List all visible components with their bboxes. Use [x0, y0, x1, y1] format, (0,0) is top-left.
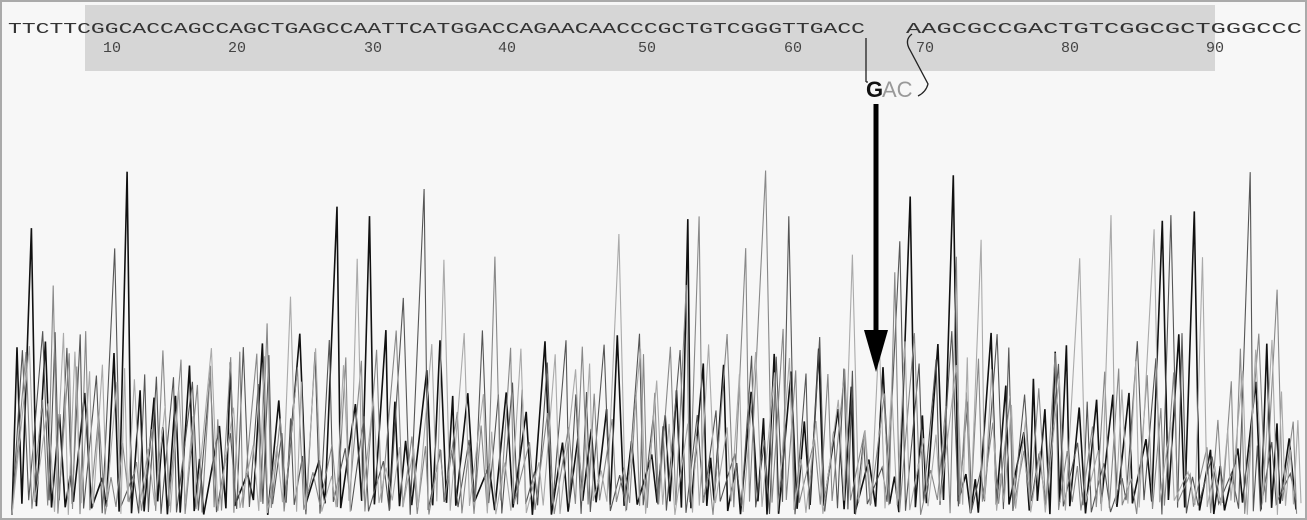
position-label: 40 — [498, 40, 516, 57]
frame — [1, 1, 1306, 519]
position-label: 70 — [916, 40, 934, 57]
insertion-highlight: G — [866, 77, 883, 102]
insertion-rest: AC — [882, 77, 913, 102]
page: {"sequence_left": "TTCTTCGGCACCAGCCAGCTG… — [0, 0, 1307, 520]
position-label: 30 — [364, 40, 382, 57]
position-label: 60 — [784, 40, 802, 57]
chromatogram: TTCTTCGGCACCAGCCAGCTGAGCCAATTCATGGACCAGA… — [0, 0, 1307, 520]
sequence-band — [85, 5, 1215, 71]
position-label: 90 — [1206, 40, 1224, 57]
position-label: 50 — [638, 40, 656, 57]
sequence-left: TTCTTCGGCACCAGCCAGCTGAGCCAATTCATGGACCAGA… — [8, 21, 865, 38]
position-label: 20 — [228, 40, 246, 57]
position-label: 10 — [103, 40, 121, 57]
sequence-right: AAGCGCCGACTGTCGGCGCTGGGCCC — [906, 21, 1302, 38]
position-label: 80 — [1061, 40, 1079, 57]
